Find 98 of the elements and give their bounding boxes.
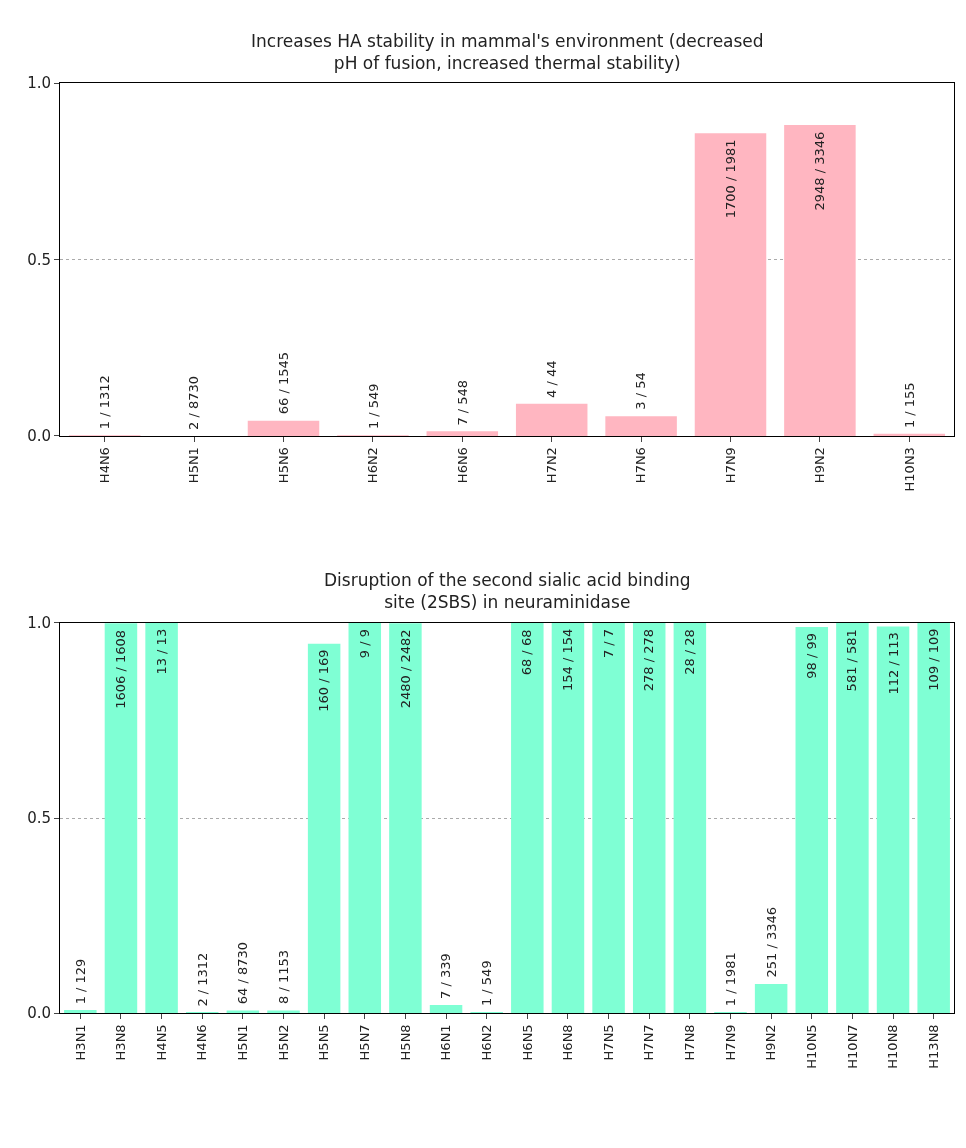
x-tick-label: H7N2 [543,447,559,484]
x-tick-label: H5N1 [235,1024,251,1061]
annotation: 1700 / 1981 [722,139,738,219]
y-tick-label: 0.0 [27,427,51,446]
bar [429,1004,463,1014]
annotation: 2948 / 3346 [812,131,828,211]
bar [515,403,588,436]
annotation: 3 / 54 [633,372,649,410]
annotation: 1 / 155 [901,382,917,429]
chart-title: Increases HA stability in mammal's environment (decreased pH of fusion, increased thermal stability) [251,31,764,74]
bar [389,623,422,1014]
annotation: 28 / 28 [681,629,697,675]
x-tick-label: H7N7 [641,1024,657,1061]
chart-title: Disruption of the second sialic acid binding site (2SBS) in neuraminidase [324,570,691,613]
y-tick-label: 0.5 [27,250,51,269]
annotation: 66 / 1545 [275,351,291,415]
x-tick-label: H6N8 [560,1024,576,1061]
x-tick-label: H6N6 [454,447,470,484]
x-tick-label: H7N8 [682,1024,698,1061]
x-tick-label: H7N5 [600,1024,616,1061]
x-tick-label: H10N3 [901,447,917,492]
x-tick-label: H9N2 [812,447,828,484]
annotation: 98 / 99 [803,632,819,679]
x-tick-label: H10N5 [803,1024,819,1069]
bar [605,416,677,436]
annotation: 112 / 113 [885,632,901,695]
y-tick-label: 1.0 [27,614,51,633]
annotation: 2 / 8730 [186,376,202,431]
x-tick-label: H4N6 [194,1024,210,1061]
annotation: 13 / 13 [153,628,169,675]
bar [673,622,707,1014]
x-tick-label: H6N5 [519,1024,535,1061]
bar [551,622,585,1014]
bar [876,626,910,1014]
bar [145,622,178,1014]
annotation: 9 / 9 [357,629,373,659]
bar [836,622,869,1014]
annotation: 1606 / 1608 [113,630,129,709]
x-tick-label: H6N1 [438,1024,454,1061]
annotation: 251 / 3346 [763,907,779,978]
bar [795,626,829,1014]
annotation: 8 / 1153 [276,949,292,1004]
y-tick-label: 1.0 [27,74,51,93]
x-tick-label: H5N7 [356,1024,372,1061]
bar [592,622,625,1014]
bar [64,1010,97,1014]
x-tick-label: H7N6 [633,447,649,484]
x-tick-label: H10N7 [844,1024,860,1069]
x-tick-label: H4N6 [96,447,112,484]
x-tick-label: H7N9 [722,1024,738,1061]
annotation: 1 / 1981 [722,952,738,1007]
x-tick-label: H3N1 [72,1024,88,1061]
annotation: 581 / 581 [844,629,860,692]
x-tick-label: H5N2 [275,1024,291,1061]
x-tick-label: H3N8 [113,1024,129,1061]
x-tick-label: H5N8 [397,1024,413,1061]
x-tick-label: H5N5 [316,1024,332,1061]
bar [754,983,788,1014]
annotation: 64 / 8730 [235,942,251,1005]
annotation: 154 / 154 [559,628,575,691]
x-tick-label: H6N2 [365,447,381,484]
annotation: 1 / 129 [73,958,89,1005]
x-tick-label: H5N1 [186,447,202,484]
x-tick-label: H5N6 [275,447,291,484]
x-tick-label: H13N8 [925,1024,941,1069]
bar [694,133,767,436]
bar [104,623,138,1014]
annotation: 1 / 549 [365,383,381,430]
x-tick-label: H4N5 [153,1024,169,1061]
bar [873,433,946,436]
bar [784,125,856,436]
annotation: 7 / 7 [601,628,617,659]
bar [348,622,382,1014]
annotation: 2480 / 2482 [397,629,413,709]
annotation: 109 / 109 [925,628,941,691]
annotation: 2 / 1312 [194,952,210,1007]
bar [511,622,544,1014]
x-tick-label: H9N2 [763,1024,779,1061]
y-tick-label: 0.0 [27,1004,51,1023]
annotation: 1 / 549 [479,960,495,1007]
bar [226,1010,260,1014]
x-tick-label: H7N9 [722,447,738,484]
bar [632,622,666,1014]
x-tick-label: H6N2 [478,1024,494,1061]
annotation: 68 / 68 [519,629,535,676]
bar [426,431,499,436]
y-tick-label: 0.5 [27,809,51,828]
annotation: 4 / 44 [544,360,560,399]
bar [267,1010,300,1014]
annotation: 278 / 278 [641,628,657,692]
annotation: 160 / 169 [316,649,332,712]
bar [917,622,950,1014]
annotation: 1 / 1312 [97,375,113,430]
bar [247,420,320,436]
annotation: 7 / 339 [438,953,454,1000]
x-tick-label: H10N8 [885,1024,901,1069]
annotation: 7 / 548 [454,379,470,426]
bar [307,643,341,1014]
